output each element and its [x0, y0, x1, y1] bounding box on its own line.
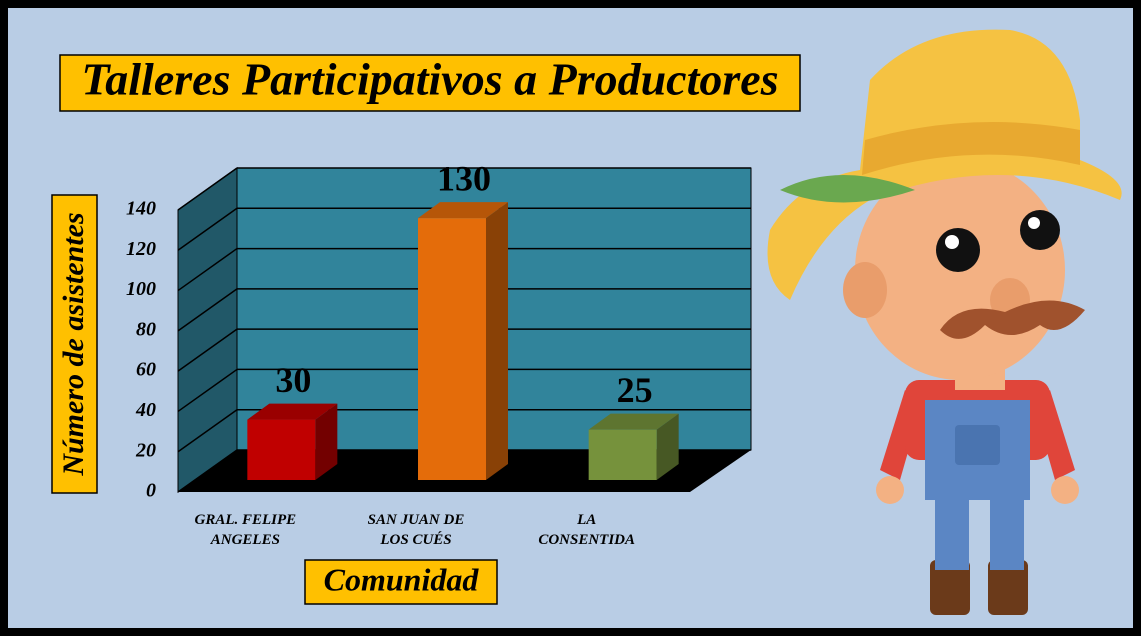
- bar-front: [588, 429, 657, 480]
- bar-top: [247, 403, 338, 420]
- grid-line: [177, 167, 238, 211]
- x-tick-label: GRAL. FELIPE ANGELES: [194, 512, 297, 548]
- x-tick-label: SAN JUAN DE LOS CUÉS: [367, 512, 465, 548]
- bar-front: [418, 218, 486, 480]
- value-label: 130: [437, 158, 491, 198]
- bar-side: [315, 403, 338, 480]
- bar: [418, 202, 508, 480]
- bar-side: [656, 413, 679, 480]
- grid-line: [177, 409, 238, 453]
- bar-top: [588, 413, 679, 430]
- bar-front: [247, 419, 316, 480]
- x-axis-label: Comunidad: [324, 561, 480, 597]
- value-label: 30: [275, 360, 311, 400]
- y-tick-label: 40: [135, 399, 156, 421]
- y-tick-label: 0: [146, 480, 156, 502]
- x-label-box: [304, 559, 498, 605]
- bar-side: [486, 202, 508, 480]
- value-label: 25: [617, 370, 653, 410]
- y-tick-label: 120: [126, 238, 156, 260]
- y-tick-label: 20: [135, 439, 156, 461]
- y-tick-label: 140: [126, 198, 156, 220]
- y-axis-label: Número de asistentes: [57, 212, 90, 476]
- bar-top: [418, 202, 508, 219]
- grid-line: [177, 207, 238, 251]
- x-tick-label: LA CONSENTIDA: [538, 512, 635, 548]
- grid-line: [177, 449, 238, 493]
- title-box: [59, 54, 801, 112]
- grid-line: [177, 288, 238, 332]
- chart-title: Talleres Participativos a Productores: [81, 54, 778, 105]
- grid-line: [177, 247, 238, 292]
- side-wall: [177, 167, 238, 493]
- grid-line: [177, 368, 238, 413]
- farmer-illustration: [767, 29, 1122, 615]
- y-tick-label: 80: [136, 318, 156, 340]
- y-tick-label: 100: [126, 278, 156, 300]
- y-tick-label: 60: [136, 359, 156, 381]
- grid-line: [177, 328, 238, 372]
- bar: [588, 413, 679, 480]
- y-label-box: [51, 194, 98, 494]
- bar: [247, 403, 338, 480]
